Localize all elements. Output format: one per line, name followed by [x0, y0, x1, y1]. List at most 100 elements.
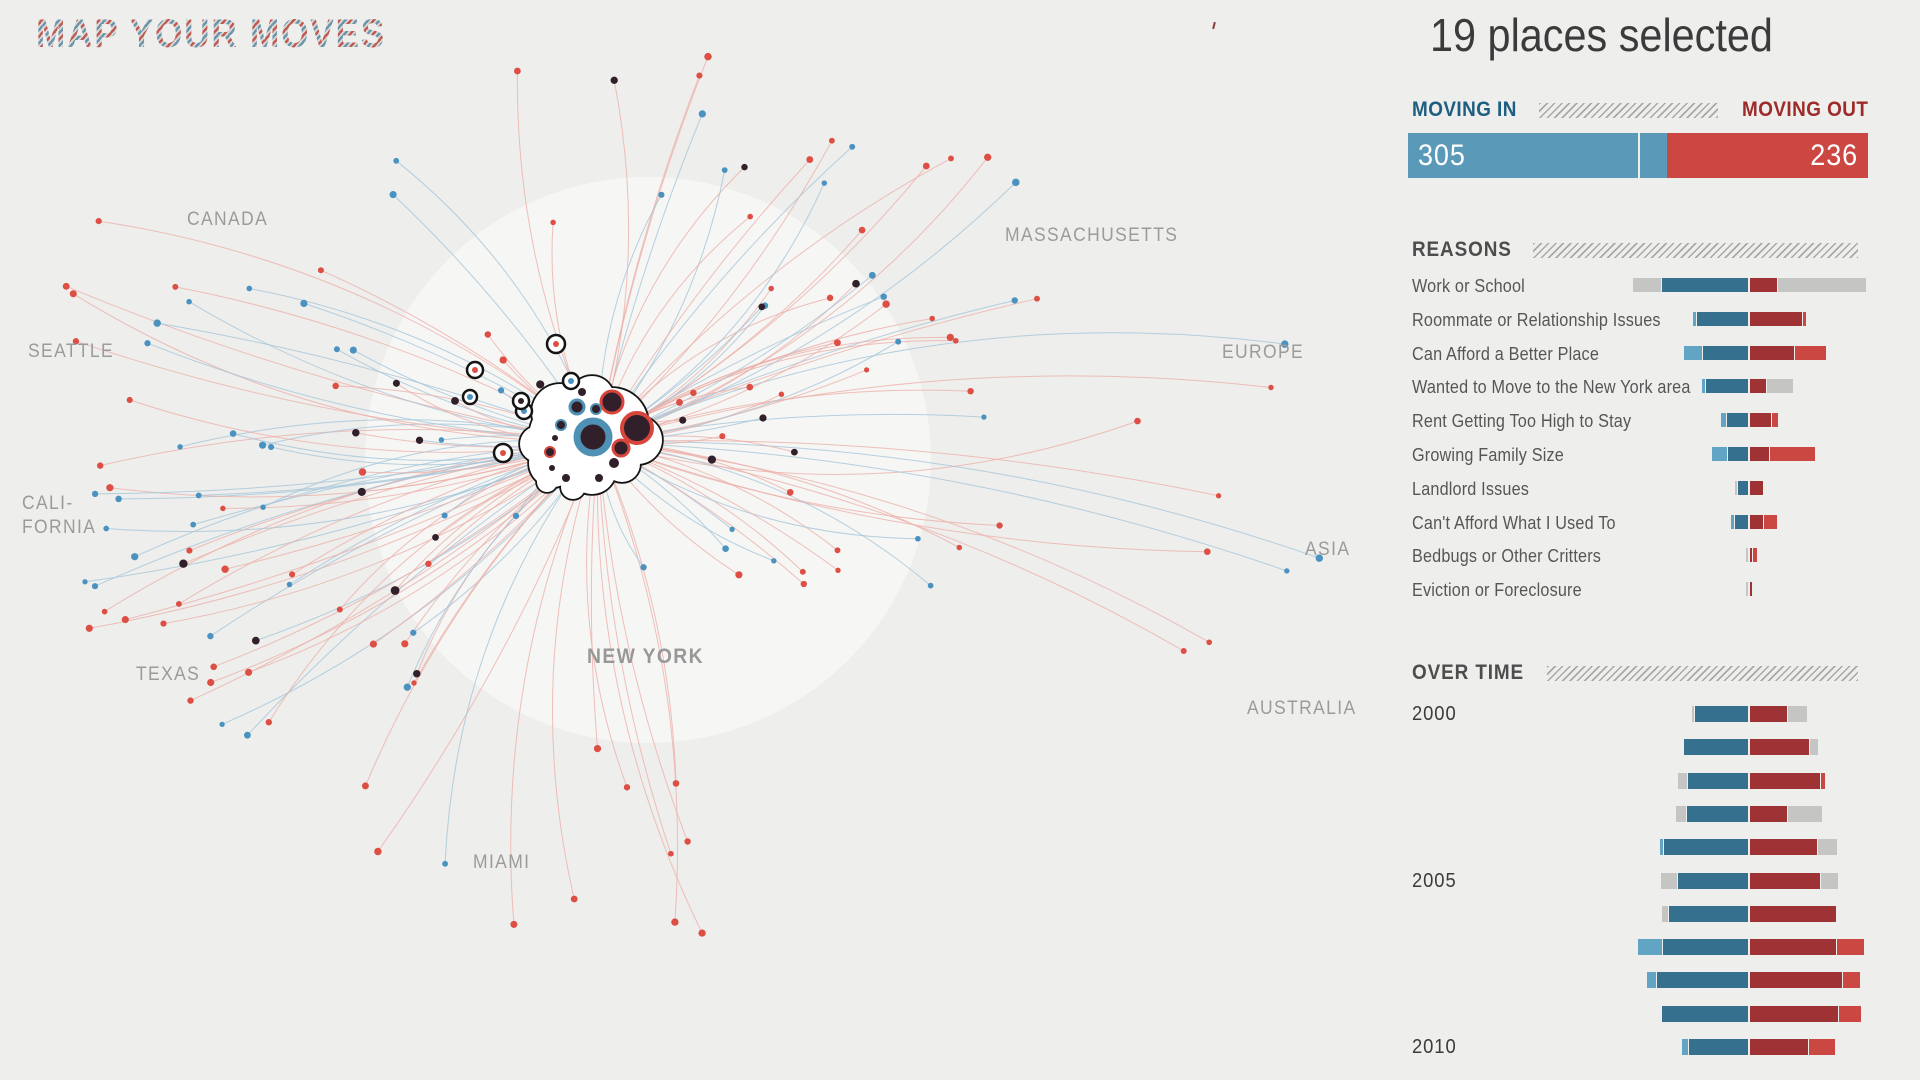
endpoint-dot [721, 167, 728, 173]
bar-segment-blue [1735, 514, 1748, 529]
bar-segment-blue [1728, 447, 1748, 461]
place-bubble[interactable] [549, 465, 555, 471]
endpoint-dot [895, 338, 902, 345]
endpoint-dot [735, 571, 743, 579]
bar-segment-lightblue [1693, 311, 1696, 326]
endpoint-dot [126, 396, 133, 404]
bar-segment-blue [1662, 278, 1748, 292]
bar-segment-brightred [1772, 413, 1778, 428]
endpoint-dot [91, 490, 99, 498]
endpoint-dot [880, 293, 887, 300]
flow-line [597, 441, 677, 784]
year-row [1412, 939, 1868, 956]
endpoint-dot [929, 315, 935, 322]
endpoint-dot [915, 535, 921, 542]
place-bubble[interactable] [562, 474, 570, 482]
reason-row: Can't Afford What I Used To [1412, 513, 1868, 533]
bar-segment-darkred [1750, 805, 1787, 822]
endpoint-dot [190, 521, 197, 528]
year-row [1412, 772, 1868, 789]
endpoint-dot [768, 285, 774, 292]
year-label: 2000 [1412, 703, 1457, 725]
place-bubble[interactable] [620, 411, 654, 445]
bar-segment-darkred [1750, 514, 1763, 529]
endpoint-dot [690, 389, 697, 397]
endpoint-dot [835, 567, 841, 573]
moving-in-value: 305 [1418, 138, 1466, 172]
endpoint-dot [948, 155, 954, 162]
place-bubble[interactable] [590, 403, 602, 415]
flow-line [596, 441, 703, 934]
reason-label: Landlord Issues [1412, 478, 1530, 499]
endpoint-dot [432, 534, 439, 541]
bar-segment-gray [1788, 805, 1822, 822]
endpoint-dot [984, 153, 992, 161]
endpoint-dot [195, 492, 202, 499]
bar-segment-brightred [1839, 1005, 1861, 1022]
endpoint-dot [498, 387, 505, 394]
endpoint-dot [536, 380, 545, 389]
endpoint-dot [1281, 340, 1289, 348]
bar-segment-blue [1663, 939, 1748, 956]
endpoint-dot [259, 441, 267, 449]
in-segments [1412, 972, 1748, 989]
endpoint-dot [593, 744, 602, 753]
out-segments [1750, 379, 1868, 394]
moving-in-label: MOVING IN [1412, 98, 1517, 121]
endpoint-dot [251, 636, 260, 645]
reasons-header: REASONS [1412, 238, 1868, 262]
flow-line [597, 441, 1287, 572]
bar-segment-blue [1684, 739, 1748, 756]
place-bubble[interactable] [578, 388, 586, 396]
bar-segment-blue [1697, 311, 1748, 326]
reason-row: Growing Family Size [1412, 445, 1868, 465]
bar-segment-darkred [1750, 311, 1802, 326]
bar-segment-gray [1735, 480, 1737, 495]
bar-segment-darkred [1750, 905, 1836, 922]
endpoint-dot [833, 339, 841, 347]
endpoint-dot [410, 629, 417, 636]
endpoint-dot [684, 838, 691, 845]
bar-segment-darkred [1750, 447, 1769, 461]
place-bubble[interactable] [555, 419, 567, 431]
endpoint-dot [207, 632, 214, 640]
year-row [1412, 905, 1868, 922]
endpoint-dot [121, 616, 129, 624]
endpoint-dot [413, 669, 421, 678]
bar-segment-gray [1821, 872, 1838, 889]
endpoint-dot [358, 468, 367, 476]
bar-segment-gray [1767, 379, 1793, 394]
endpoint-dot [1012, 178, 1020, 187]
reasons-hatch [1532, 242, 1858, 258]
bar-segment-lightblue [1647, 972, 1656, 989]
bar-segment-lightblue [1731, 514, 1734, 529]
out-segments [1750, 839, 1868, 856]
place-bubble[interactable] [609, 458, 619, 468]
bar-segment-blue [1688, 772, 1748, 789]
endpoint-dot [62, 282, 70, 290]
out-segments [1750, 582, 1868, 597]
endpoint-dot [658, 191, 665, 198]
place-bubble[interactable] [568, 398, 586, 416]
flow-line [221, 441, 599, 725]
out-segments [1750, 345, 1868, 360]
reason-label: Can Afford a Better Place [1412, 343, 1600, 364]
endpoint-dot [374, 847, 382, 856]
endpoint-dot [220, 505, 226, 512]
bar-segment-brightred [1837, 939, 1864, 956]
endpoint-dot [246, 285, 253, 292]
place-bubble[interactable] [595, 474, 603, 482]
place-bubble[interactable] [599, 389, 625, 415]
year-row: 2010 [1412, 1036, 1868, 1058]
satellite-place-dot [518, 398, 524, 404]
moving-out-bar: 236 [1667, 133, 1868, 178]
bar-segment-brightred [1803, 311, 1806, 326]
endpoint-dot [265, 719, 272, 726]
bar-segment-lightblue [1702, 379, 1705, 394]
place-bubble[interactable] [552, 435, 558, 441]
place-bubble[interactable] [544, 446, 556, 458]
place-bubble[interactable] [611, 438, 631, 458]
endpoint-dot [922, 162, 930, 170]
bar-segment-gray [1678, 772, 1687, 789]
place-bubble[interactable] [573, 417, 613, 457]
